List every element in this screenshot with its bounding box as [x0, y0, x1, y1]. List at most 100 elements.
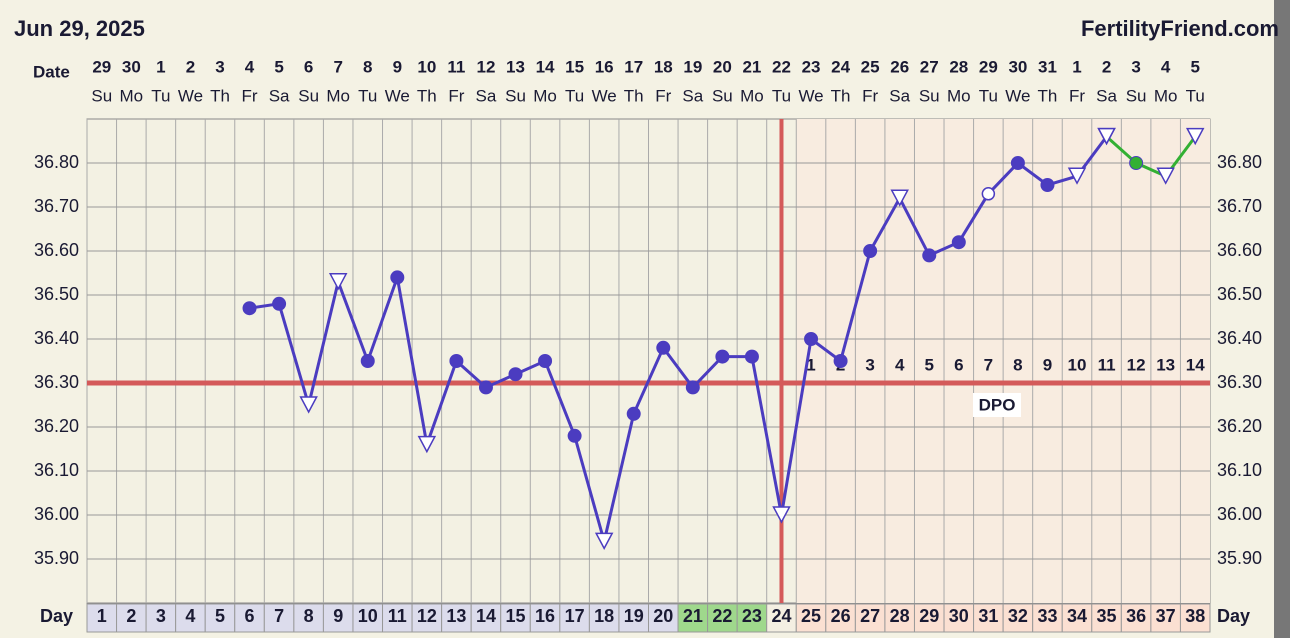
weekday-label: We — [1005, 86, 1030, 105]
day-cell — [1032, 603, 1063, 633]
date-label: 18 — [654, 57, 673, 76]
y-tick-label: 36.60 — [1217, 240, 1262, 260]
day-number: 21 — [683, 606, 703, 626]
day-cell — [116, 603, 147, 633]
day-cell — [234, 603, 265, 633]
weekday-label: Tu — [979, 86, 998, 105]
day-cell — [707, 603, 738, 633]
temperature-marker — [626, 406, 641, 421]
date-label: 23 — [802, 57, 821, 76]
date-label: 31 — [1038, 57, 1057, 76]
y-tick-label: 36.30 — [1217, 372, 1262, 392]
date-label: 3 — [1131, 57, 1140, 76]
date-label: 29 — [92, 57, 111, 76]
temperature-marker — [328, 273, 348, 291]
weekday-label: Su — [919, 86, 940, 105]
day-cell — [500, 603, 531, 633]
temperature-marker — [744, 349, 759, 364]
day-cell — [825, 603, 856, 633]
dpo-number: 7 — [984, 355, 993, 374]
weekday-label: We — [592, 86, 617, 105]
weekday-label: Su — [298, 86, 319, 105]
day-number: 19 — [624, 606, 644, 626]
day-number: 36 — [1126, 606, 1146, 626]
date-label: 10 — [417, 57, 436, 76]
weekday-label: Th — [831, 86, 851, 105]
dpo-number: 3 — [865, 355, 874, 374]
day-cell — [1002, 603, 1034, 633]
temperature-marker — [1010, 156, 1025, 170]
date-label: 5 — [1190, 57, 1199, 76]
day-number: 7 — [274, 606, 284, 626]
day-number: 5 — [215, 606, 225, 626]
temperature-marker — [1129, 156, 1144, 170]
date-label: 30 — [1008, 57, 1027, 76]
day-number: 14 — [476, 606, 496, 626]
date-label: 9 — [393, 57, 402, 76]
temperature-marker — [1097, 127, 1116, 146]
date-label: 26 — [890, 57, 909, 76]
weekday-label: Su — [1126, 86, 1147, 105]
day-cell — [913, 603, 945, 633]
day-number: 18 — [594, 606, 614, 626]
weekday-label: Sa — [1096, 86, 1117, 105]
weekday-label: Th — [1038, 86, 1058, 105]
day-number: 29 — [919, 606, 939, 626]
scrollbar — [1274, 0, 1290, 638]
temperature-marker — [833, 354, 848, 368]
column-tint — [1121, 119, 1151, 603]
date-label: 30 — [122, 57, 141, 76]
day-cell — [411, 603, 443, 633]
day-number: 25 — [801, 606, 821, 626]
day-cell — [175, 603, 206, 633]
temperature-marker — [685, 380, 700, 395]
dpo-number: 10 — [1068, 355, 1087, 374]
weekday-label: Fr — [862, 86, 878, 105]
y-tick-label: 36.80 — [34, 152, 79, 172]
day-number: 6 — [245, 606, 255, 626]
date-label: 27 — [920, 57, 939, 76]
date-label: 17 — [624, 57, 643, 76]
weekday-label: Tu — [358, 86, 377, 105]
y-tick-label: 35.90 — [34, 548, 79, 568]
day-cell — [529, 603, 561, 633]
y-tick-label: 36.50 — [1217, 284, 1262, 304]
y-tick-label: 36.00 — [1217, 504, 1262, 524]
temperature-marker — [715, 349, 730, 364]
day-cell — [736, 603, 768, 633]
weekday-label: Mo — [947, 86, 971, 105]
y-tick-label: 36.80 — [1217, 152, 1262, 172]
date-label: 7 — [333, 57, 342, 76]
temperature-marker — [1067, 167, 1087, 185]
day-cell — [204, 603, 236, 633]
day-cell — [352, 603, 384, 633]
temperature-marker — [656, 340, 671, 355]
day-number: 13 — [446, 606, 466, 626]
dpo-number: 11 — [1098, 355, 1116, 374]
day-number: 24 — [771, 606, 791, 626]
dpo-number: 13 — [1156, 355, 1175, 374]
day-number: 30 — [949, 606, 969, 626]
column-tint — [796, 119, 826, 603]
day-number: 22 — [712, 606, 732, 626]
day-number: 4 — [185, 606, 195, 626]
day-number: 35 — [1097, 606, 1117, 626]
day-number: 3 — [156, 606, 166, 626]
day-number: 16 — [535, 606, 555, 626]
y-tick-label: 36.50 — [34, 284, 79, 304]
temperature-marker — [890, 189, 909, 207]
temperature-line — [249, 135, 1108, 542]
day-cell — [293, 603, 324, 633]
day-cell — [441, 603, 472, 633]
day-cell — [470, 603, 502, 633]
day-cell — [86, 603, 118, 633]
date-label: 5 — [274, 57, 283, 76]
weekday-label: Tu — [565, 86, 584, 105]
site-name: FertilityFriend.com — [1081, 16, 1279, 41]
y-tick-label: 36.10 — [1217, 460, 1262, 480]
weekday-label: Sa — [476, 86, 497, 105]
weekday-label: Tu — [151, 86, 170, 105]
date-label: 24 — [831, 57, 850, 76]
date-label: 4 — [1161, 57, 1171, 76]
